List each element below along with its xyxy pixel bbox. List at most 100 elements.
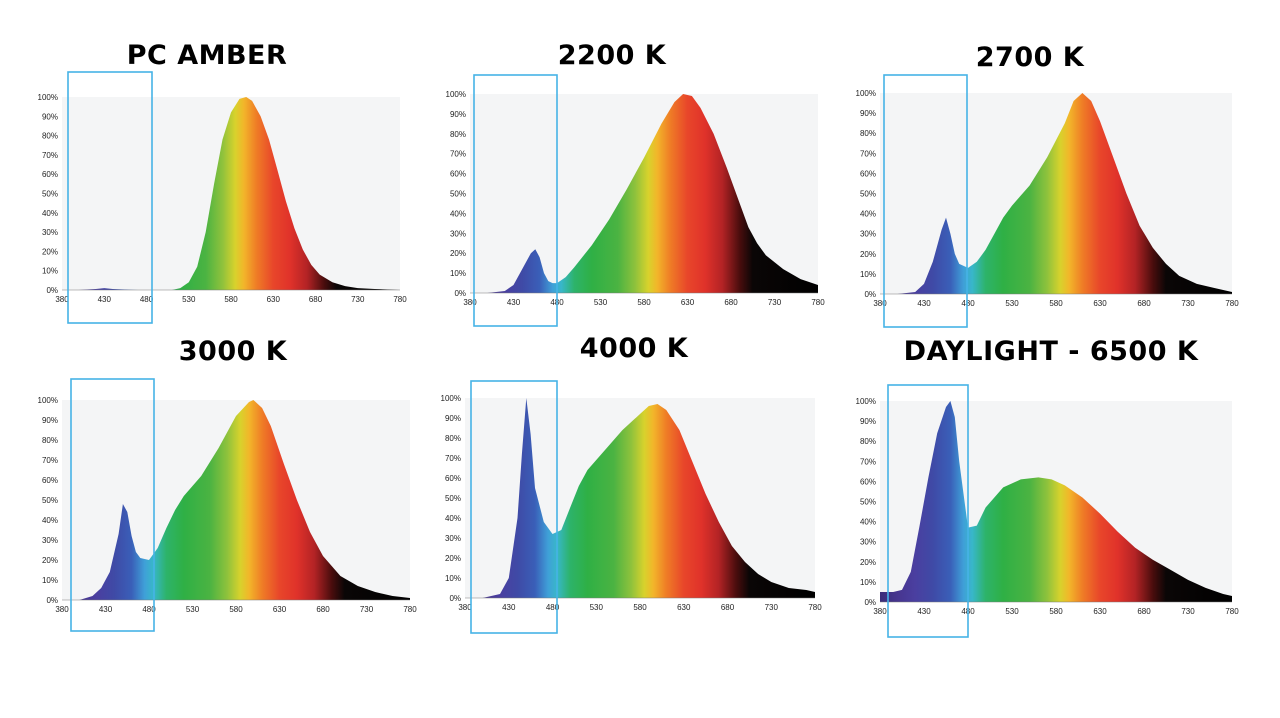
y-tick-label: 90% <box>860 417 876 426</box>
blue-light-highlight-box <box>70 378 155 632</box>
y-tick-label: 60% <box>42 476 58 485</box>
x-tick-label: 380 <box>873 607 887 616</box>
x-tick-label: 530 <box>1005 299 1019 308</box>
spectrum-chart: 0%10%20%30%40%50%60%70%80%90%100%380 430 4… <box>856 384 1239 638</box>
spectrum-area <box>880 93 1232 294</box>
x-tick-label: 580 <box>224 295 238 304</box>
y-tick-label: 100% <box>441 394 461 403</box>
y-tick-label: 10% <box>860 578 876 587</box>
x-tick-label: 480 <box>142 605 156 614</box>
x-tick-label: 380 <box>458 603 472 612</box>
spectrum-chart: 0%10%20%30%40%50%60%70%80%90%100%380 430 4… <box>856 74 1239 328</box>
spectrum-area <box>62 97 400 290</box>
y-tick-label: 10% <box>42 576 58 585</box>
x-tick-label: 680 <box>1137 607 1151 616</box>
blue-light-highlight-box <box>470 380 558 634</box>
x-tick-label: 430 <box>502 603 516 612</box>
y-tick-label: 80% <box>42 436 58 445</box>
spectrum-area <box>470 94 818 293</box>
x-tick-label: 380 <box>463 298 477 307</box>
x-tick-label: 430 <box>917 299 931 308</box>
x-tick-label: 580 <box>1049 299 1063 308</box>
y-tick-label: 70% <box>860 149 876 158</box>
blue-light-highlight-box <box>473 74 558 327</box>
x-tick-label: 680 <box>1137 299 1151 308</box>
blue-light-highlight-box <box>883 74 968 328</box>
x-tick-label: 480 <box>961 299 975 308</box>
y-tick-label: 60% <box>860 477 876 486</box>
x-tick-label: 680 <box>309 295 323 304</box>
x-tick-label: 630 <box>267 295 281 304</box>
y-tick-label: 10% <box>42 267 58 276</box>
y-tick-label: 20% <box>42 556 58 565</box>
y-tick-label: 100% <box>446 90 466 99</box>
y-tick-label: 40% <box>450 209 466 218</box>
y-tick-label: 100% <box>38 396 58 405</box>
y-tick-label: 10% <box>860 270 876 279</box>
x-tick-label: 730 <box>768 298 782 307</box>
y-tick-label: 20% <box>860 558 876 567</box>
chart-title: 2200 K <box>557 40 667 71</box>
x-tick-label: 530 <box>186 605 200 614</box>
y-tick-label: 0% <box>46 286 58 295</box>
y-tick-label: 20% <box>450 249 466 258</box>
y-tick-label: 90% <box>450 110 466 119</box>
y-tick-label: 60% <box>860 169 876 178</box>
x-tick-label: 730 <box>351 295 365 304</box>
x-tick-label: 630 <box>677 603 691 612</box>
y-tick-label: 80% <box>450 130 466 139</box>
y-tick-label: 30% <box>450 229 466 238</box>
y-tick-label: 0% <box>864 290 876 299</box>
spectrum-area <box>465 398 815 598</box>
y-tick-label: 100% <box>38 93 58 102</box>
x-tick-label: 380 <box>55 605 69 614</box>
y-tick-label: 0% <box>449 594 461 603</box>
x-tick-label: 730 <box>765 603 779 612</box>
y-tick-label: 10% <box>450 269 466 278</box>
chart-title: PC AMBER <box>126 40 288 71</box>
x-tick-label: 680 <box>724 298 738 307</box>
y-tick-label: 90% <box>42 416 58 425</box>
x-tick-label: 780 <box>403 605 417 614</box>
y-tick-label: 10% <box>445 574 461 583</box>
y-tick-label: 30% <box>445 534 461 543</box>
y-tick-label: 70% <box>860 457 876 466</box>
y-tick-label: 0% <box>864 598 876 607</box>
x-tick-label: 580 <box>1049 607 1063 616</box>
x-tick-label: 780 <box>1225 299 1239 308</box>
x-tick-label: 530 <box>590 603 604 612</box>
x-tick-label: 780 <box>811 298 825 307</box>
y-tick-label: 0% <box>46 596 58 605</box>
x-tick-label: 630 <box>1093 299 1107 308</box>
y-tick-label: 100% <box>856 89 876 98</box>
y-tick-label: 20% <box>860 250 876 259</box>
spectrum-chart: 0%10%20%30%40%50%60%70%80%90%100%380 430 4… <box>38 71 407 324</box>
x-tick-label: 780 <box>808 603 822 612</box>
x-tick-label: 730 <box>360 605 374 614</box>
y-tick-label: 20% <box>42 247 58 256</box>
chart-title: 2700 K <box>975 42 1085 73</box>
y-tick-label: 30% <box>42 228 58 237</box>
x-tick-label: 530 <box>594 298 608 307</box>
y-tick-label: 80% <box>445 434 461 443</box>
y-tick-label: 80% <box>42 132 58 141</box>
x-tick-label: 730 <box>1181 299 1195 308</box>
y-tick-label: 90% <box>860 109 876 118</box>
x-tick-label: 580 <box>637 298 651 307</box>
y-tick-label: 50% <box>860 498 876 507</box>
blue-light-highlight-box <box>887 384 969 638</box>
x-tick-label: 430 <box>98 295 112 304</box>
spectrum-chart: 0%10%20%30%40%50%60%70%80%90%100%380 430 4… <box>441 380 822 634</box>
x-tick-label: 630 <box>1093 607 1107 616</box>
y-tick-label: 90% <box>42 112 58 121</box>
x-tick-label: 530 <box>1005 607 1019 616</box>
spectrum-chart: 0%10%20%30%40%50%60%70%80%90%100%380 430 4… <box>446 74 825 327</box>
spectrum-area <box>62 400 410 600</box>
y-tick-label: 50% <box>450 190 466 199</box>
y-tick-label: 30% <box>42 536 58 545</box>
x-tick-label: 630 <box>681 298 695 307</box>
x-tick-label: 630 <box>273 605 287 614</box>
y-tick-label: 100% <box>856 397 876 406</box>
y-tick-label: 60% <box>450 170 466 179</box>
